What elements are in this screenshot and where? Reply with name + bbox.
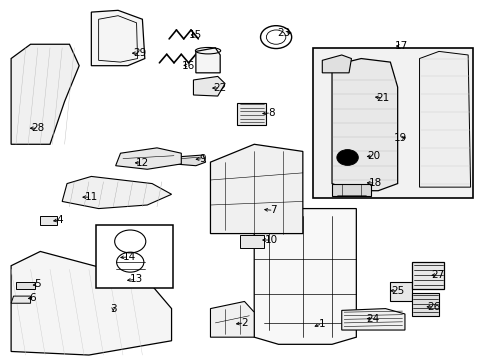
Text: 5: 5: [35, 279, 41, 289]
Polygon shape: [322, 55, 351, 73]
Text: 17: 17: [394, 41, 407, 51]
Polygon shape: [174, 155, 205, 166]
Text: 16: 16: [182, 61, 195, 71]
Text: 4: 4: [56, 215, 63, 225]
Polygon shape: [331, 59, 397, 191]
Text: 14: 14: [122, 252, 136, 262]
Text: 26: 26: [427, 302, 440, 312]
Text: 1: 1: [318, 319, 325, 329]
Polygon shape: [254, 208, 356, 344]
Text: 6: 6: [30, 293, 36, 303]
Text: 18: 18: [368, 178, 382, 188]
Text: 24: 24: [366, 314, 379, 324]
Text: 7: 7: [270, 205, 276, 215]
Text: 2: 2: [241, 318, 247, 328]
Text: 15: 15: [189, 30, 202, 40]
Polygon shape: [193, 76, 224, 96]
Text: 19: 19: [393, 133, 406, 143]
Polygon shape: [411, 262, 443, 289]
Text: 22: 22: [213, 83, 226, 93]
Polygon shape: [210, 301, 254, 337]
Polygon shape: [341, 309, 404, 330]
Text: 21: 21: [376, 93, 389, 103]
Bar: [96, 225, 173, 288]
Text: 29: 29: [133, 48, 146, 58]
Polygon shape: [237, 103, 266, 125]
Text: 13: 13: [130, 274, 143, 284]
Polygon shape: [196, 48, 220, 73]
Text: 8: 8: [267, 108, 274, 118]
Text: 11: 11: [84, 192, 98, 202]
Polygon shape: [11, 251, 171, 355]
Circle shape: [336, 150, 358, 165]
Text: 23: 23: [277, 28, 290, 38]
Text: 10: 10: [264, 235, 277, 245]
Text: 27: 27: [430, 270, 444, 280]
Text: 12: 12: [136, 158, 149, 168]
Polygon shape: [411, 293, 438, 316]
Bar: [312, 48, 472, 198]
Polygon shape: [16, 282, 35, 289]
Polygon shape: [239, 235, 264, 248]
Polygon shape: [11, 44, 79, 144]
Polygon shape: [389, 282, 411, 301]
Polygon shape: [419, 51, 469, 187]
Text: 9: 9: [200, 154, 206, 163]
Polygon shape: [11, 296, 30, 303]
Text: 20: 20: [366, 151, 379, 161]
Text: 3: 3: [110, 303, 116, 314]
Polygon shape: [331, 184, 370, 196]
Text: 25: 25: [390, 286, 404, 296]
Polygon shape: [210, 144, 302, 234]
Polygon shape: [116, 148, 181, 169]
Polygon shape: [62, 176, 171, 208]
Polygon shape: [91, 10, 144, 66]
Polygon shape: [40, 216, 57, 225]
Text: 28: 28: [31, 123, 44, 133]
